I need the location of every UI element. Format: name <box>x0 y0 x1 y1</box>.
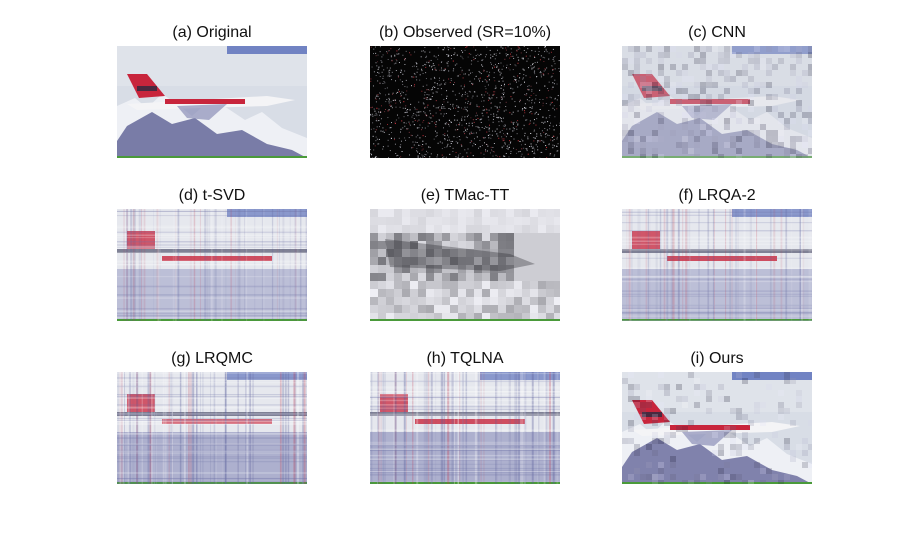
jet-image <box>117 372 307 484</box>
image-tqlna <box>370 372 560 484</box>
jet-image <box>117 209 307 321</box>
image-ours <box>622 372 812 484</box>
jet-image <box>370 209 560 321</box>
image-tsvd <box>117 209 307 321</box>
jet-image <box>622 46 812 158</box>
panel-caption: (g) LRQMC <box>171 350 253 367</box>
panel-caption: (e) TMac-TT <box>420 187 510 204</box>
panel-caption: (c) CNN <box>688 24 746 41</box>
jet-image <box>370 46 560 158</box>
image-cnn <box>622 46 812 158</box>
panel-caption: (h) TQLNA <box>426 350 504 367</box>
image-observed <box>370 46 560 158</box>
image-lrqmc <box>117 372 307 484</box>
panel-caption: (d) t-SVD <box>178 187 246 204</box>
jet-image <box>622 372 812 484</box>
image-lrqa2 <box>622 209 812 321</box>
panel-caption: (f) LRQA-2 <box>678 187 756 204</box>
panel-caption: (b) Observed (SR=10%) <box>378 24 552 41</box>
jet-image <box>370 372 560 484</box>
panel-caption: (a) Original <box>172 24 252 41</box>
jet-image <box>622 209 812 321</box>
image-original <box>117 46 307 158</box>
jet-image <box>117 46 307 158</box>
panel-caption: (i) Ours <box>690 350 744 367</box>
image-tmactt <box>370 209 560 321</box>
